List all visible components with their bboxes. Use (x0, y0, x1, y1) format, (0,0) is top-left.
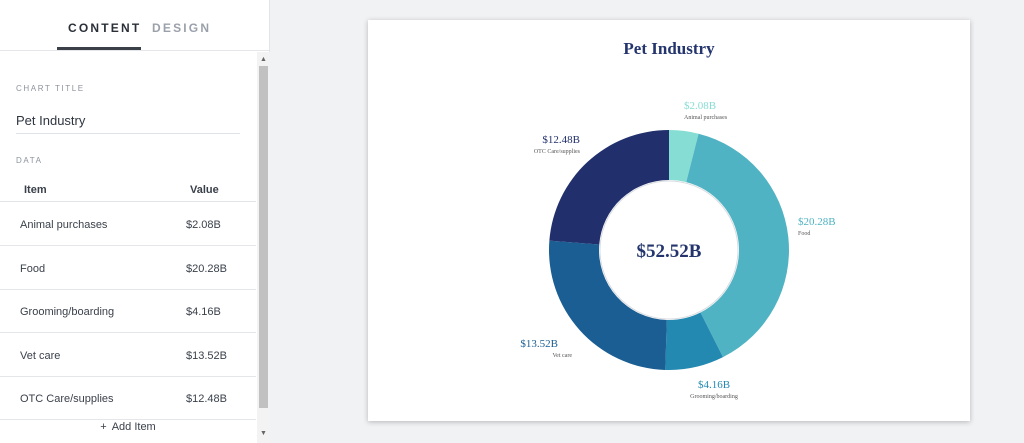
scroll-up-arrow-icon[interactable]: ▲ (260, 56, 267, 63)
scrollbar-thumb[interactable] (259, 66, 268, 408)
chart-title-input[interactable] (16, 108, 240, 134)
slice-name-label: Grooming/boarding (690, 394, 738, 400)
panel-tabs: CONTENT DESIGN (0, 0, 269, 51)
row-value[interactable]: $20.28B (186, 263, 227, 275)
plus-icon: + (100, 421, 107, 433)
slice-name-label: OTC Care/supplies (534, 149, 581, 155)
row-item[interactable]: Grooming/boarding (20, 306, 115, 318)
row-value[interactable]: $12.48B (186, 393, 227, 405)
slice-value-label: $13.52B (520, 338, 558, 350)
table-row[interactable]: OTC Care/supplies $12.48B (0, 377, 256, 420)
table-row[interactable]: Animal purchases $2.08B (0, 203, 256, 246)
table-row[interactable]: Food $20.28B (0, 247, 256, 290)
tab-content[interactable]: CONTENT (68, 21, 142, 35)
row-item[interactable]: Vet care (20, 350, 61, 362)
column-header-item: Item (24, 184, 47, 196)
row-item[interactable]: Food (20, 263, 46, 275)
panel-scrollbar[interactable]: ▲ ▼ (257, 52, 270, 443)
slice-value-label: $4.16B (698, 379, 730, 391)
chart-card: Pet Industry $2.08B Animal purchases $20.2… (368, 20, 970, 421)
slice-name-label: Food (798, 231, 810, 237)
slice-value-label: $20.28B (798, 216, 836, 228)
row-item[interactable]: Animal purchases (20, 219, 108, 231)
panel-scroll-area: CHART TITLE DATA Item Value Animal purch… (0, 52, 256, 443)
donut-chart: $2.08B Animal purchases $20.28B Food $4.16B G… (520, 100, 836, 400)
donut-center (599, 180, 739, 320)
active-tab-indicator (57, 47, 141, 50)
slice-name-label: Animal purchases (684, 115, 728, 121)
chart-title-label: CHART TITLE (16, 84, 85, 93)
data-table-header: Item Value (0, 180, 256, 202)
donut-slice[interactable] (665, 312, 723, 370)
row-value[interactable]: $2.08B (186, 219, 221, 231)
tab-design[interactable]: DESIGN (152, 21, 212, 35)
slice-value-label: $12.48B (542, 134, 580, 146)
slice-value-label: $2.08B (684, 100, 716, 112)
row-value[interactable]: $4.16B (186, 306, 221, 318)
slice-name-label: Vet care (553, 353, 573, 359)
add-item-button[interactable]: + Add Item (0, 421, 256, 443)
data-section-label: DATA (16, 156, 43, 165)
editor-panel: CONTENT DESIGN CHART TITLE DATA Item Val… (0, 0, 270, 443)
row-item[interactable]: OTC Care/supplies (20, 393, 114, 405)
table-row[interactable]: Vet care $13.52B (0, 334, 256, 377)
center-total-label: $52.52B (637, 241, 702, 262)
scroll-down-arrow-icon[interactable]: ▼ (260, 430, 267, 437)
column-header-value: Value (190, 184, 219, 196)
donut-slice[interactable] (549, 240, 667, 370)
add-item-label: Add Item (111, 421, 156, 433)
row-value[interactable]: $13.52B (186, 350, 227, 362)
donut-slice[interactable] (669, 130, 699, 183)
donut-slice[interactable] (686, 133, 789, 358)
donut-slice[interactable] (549, 130, 669, 245)
chart-title: Pet Industry (623, 39, 715, 58)
table-row[interactable]: Grooming/boarding $4.16B (0, 290, 256, 333)
